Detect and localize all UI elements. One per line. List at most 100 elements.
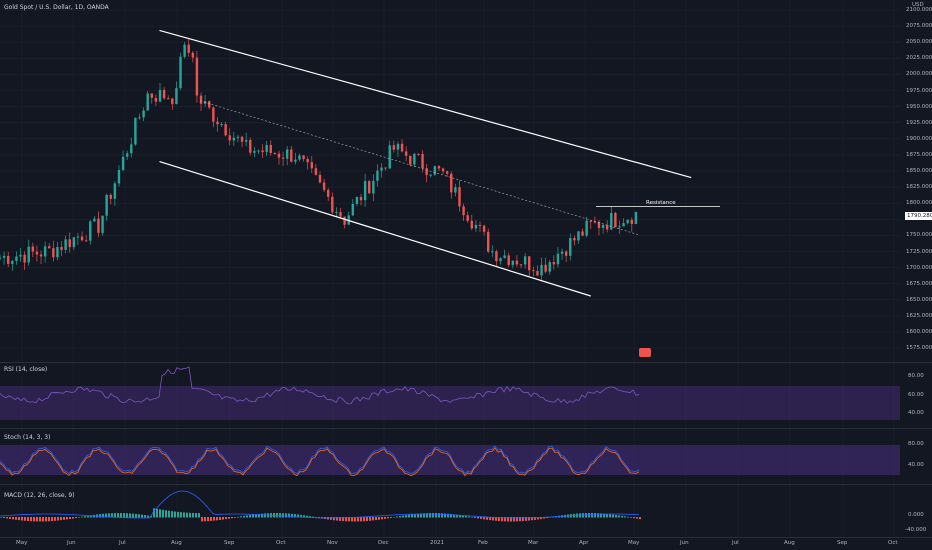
macd-hist-bar [483,517,485,520]
candle-body [142,110,145,118]
macd-hist-bar [201,517,203,522]
macd-hist-bar [363,517,365,522]
rsi-tick: 60.00 [908,392,924,398]
macd-hist-bar [615,514,617,518]
macd-hist-bar [180,512,182,518]
candle-body [134,117,137,145]
candle-body [220,124,223,126]
candle-body [564,251,568,256]
macd-hist-bar [312,516,314,518]
macd-hist-bar [294,514,296,518]
macd-hist-bar [393,516,395,518]
macd-hist-bar [297,514,299,518]
macd-hist-bar [387,517,389,519]
candle-body [0,257,2,259]
candle-body [601,225,605,228]
macd-hist-bar [477,517,479,519]
stoch-band [0,445,900,475]
macd-hist-bar [246,515,248,518]
macd-hist-bar [531,517,533,521]
candle-body [31,246,35,252]
macd-hist-bar [126,513,128,518]
macd-hist-bar [33,517,35,522]
candle-body [302,155,305,159]
candle-body [15,256,18,261]
candle-body [392,145,396,150]
macd-hist-bar [18,517,20,521]
macd-hist-bar [57,517,59,521]
candle-body [470,220,473,229]
time-tick-label: Sep [224,540,235,546]
candle-body [93,218,96,222]
candle-body [478,224,482,226]
time-tick-label: Jun [680,540,689,546]
pane-separator[interactable] [0,537,932,538]
macd-tick: 0.000 [908,512,924,518]
macd-hist-bar [423,513,425,518]
macd-hist-bar [378,517,380,520]
candle-body [277,153,281,158]
macd-hist-bar [279,513,281,518]
lock-icon[interactable] [639,348,651,357]
candle-body [154,97,158,102]
candle-body [72,237,76,248]
macd-hist-bar [333,517,335,521]
candle-body [445,171,449,174]
macd-hist-bar [141,514,143,518]
macd-hist-bar [129,513,131,518]
candle-body [417,153,420,155]
pane-separator[interactable] [0,428,932,429]
candle-body [208,101,211,108]
macd-hist-bar [540,517,542,520]
macd-hist-bar [189,512,191,518]
macd-hist-bar [0,517,2,518]
pane-separator[interactable] [0,484,932,485]
macd-hist-bar [501,517,503,522]
time-tick-label: Jun [67,540,76,546]
candle-body [409,155,412,165]
macd-hist-bar [174,511,176,518]
price-tick-label: 1750.000 [906,232,932,239]
candle-body [249,140,252,153]
macd-hist-bar [105,513,107,518]
candle-body [363,181,367,201]
macd-hist-bar [516,517,518,522]
candle-body [27,246,30,263]
macd-hist-bar [231,517,233,519]
candle-body [273,152,277,154]
macd-hist-bar [36,517,38,522]
candle-body [261,150,264,153]
candle-body [253,151,256,153]
macd-hist-bar [369,517,371,521]
macd-hist-bar [69,517,71,519]
candle-body [540,264,543,276]
candle-body [167,98,170,100]
macd-hist-bar [225,517,227,520]
macd-hist-bar [285,513,287,518]
candle-body [146,93,149,111]
current-price-badge: 1790.280 [905,212,932,220]
macd-hist-bar [543,517,545,519]
macd-hist-bar [624,516,626,518]
price-tick-label: 2075.000 [906,23,932,30]
candle-body [331,196,334,213]
pane-separator[interactable] [0,362,932,363]
candle-body [511,260,515,265]
macd-hist-bar [66,517,68,520]
candle-body [179,56,182,89]
macd-hist-bar [240,516,242,518]
macd-hist-bar [165,510,167,518]
macd-hist-bar [162,509,164,518]
candle-body [450,173,453,193]
macd-hist-bar [525,517,527,521]
candle-body [265,144,268,153]
macd-hist-bar [345,517,347,522]
macd-hist-bar [27,517,29,522]
candle-body [359,197,363,201]
time-tick-label: Oct [276,540,286,546]
macd-hist-bar [99,514,101,518]
macd-hist-bar [480,517,482,519]
candle-body [523,256,527,265]
macd-hist-bar [210,517,212,521]
